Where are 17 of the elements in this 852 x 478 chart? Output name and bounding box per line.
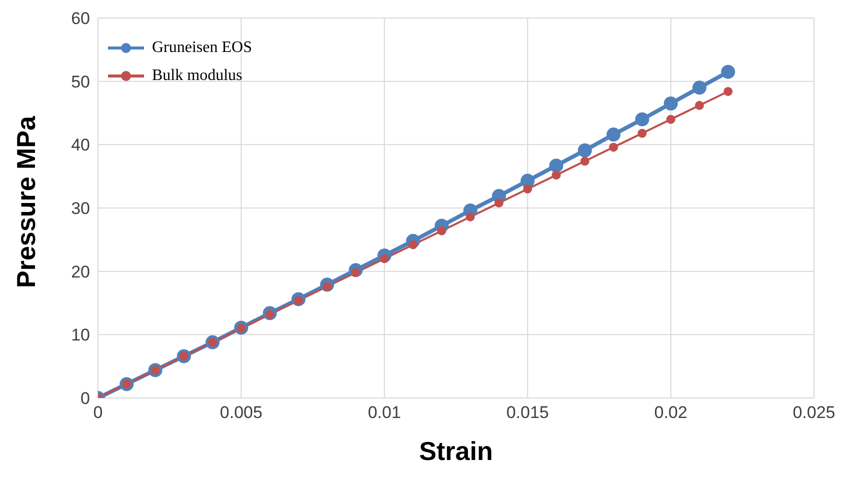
y-tick-label: 20: [71, 262, 90, 282]
x-tick-label: 0: [93, 403, 103, 422]
legend-label: Gruneisen EOS: [152, 39, 252, 57]
y-tick-label: 40: [71, 136, 90, 155]
y-tick-label: 0: [80, 389, 90, 408]
x-axis-title: Strain: [419, 436, 493, 466]
x-tick-label: 0.005: [220, 403, 262, 422]
y-tick-label: 10: [71, 326, 90, 345]
y-tick-label: 30: [71, 199, 90, 218]
x-tick-label: 0.02: [654, 403, 688, 422]
x-tick-label: 0.01: [368, 403, 401, 422]
y-tick-label: 60: [71, 9, 90, 28]
legend-label: Bulk modulus: [152, 67, 242, 85]
y-axis-title: Pressure MPa: [11, 115, 42, 288]
x-tick-label: 0.015: [506, 403, 549, 422]
x-tick-label: 0.025: [792, 403, 836, 422]
y-tick-label: 50: [71, 72, 90, 92]
